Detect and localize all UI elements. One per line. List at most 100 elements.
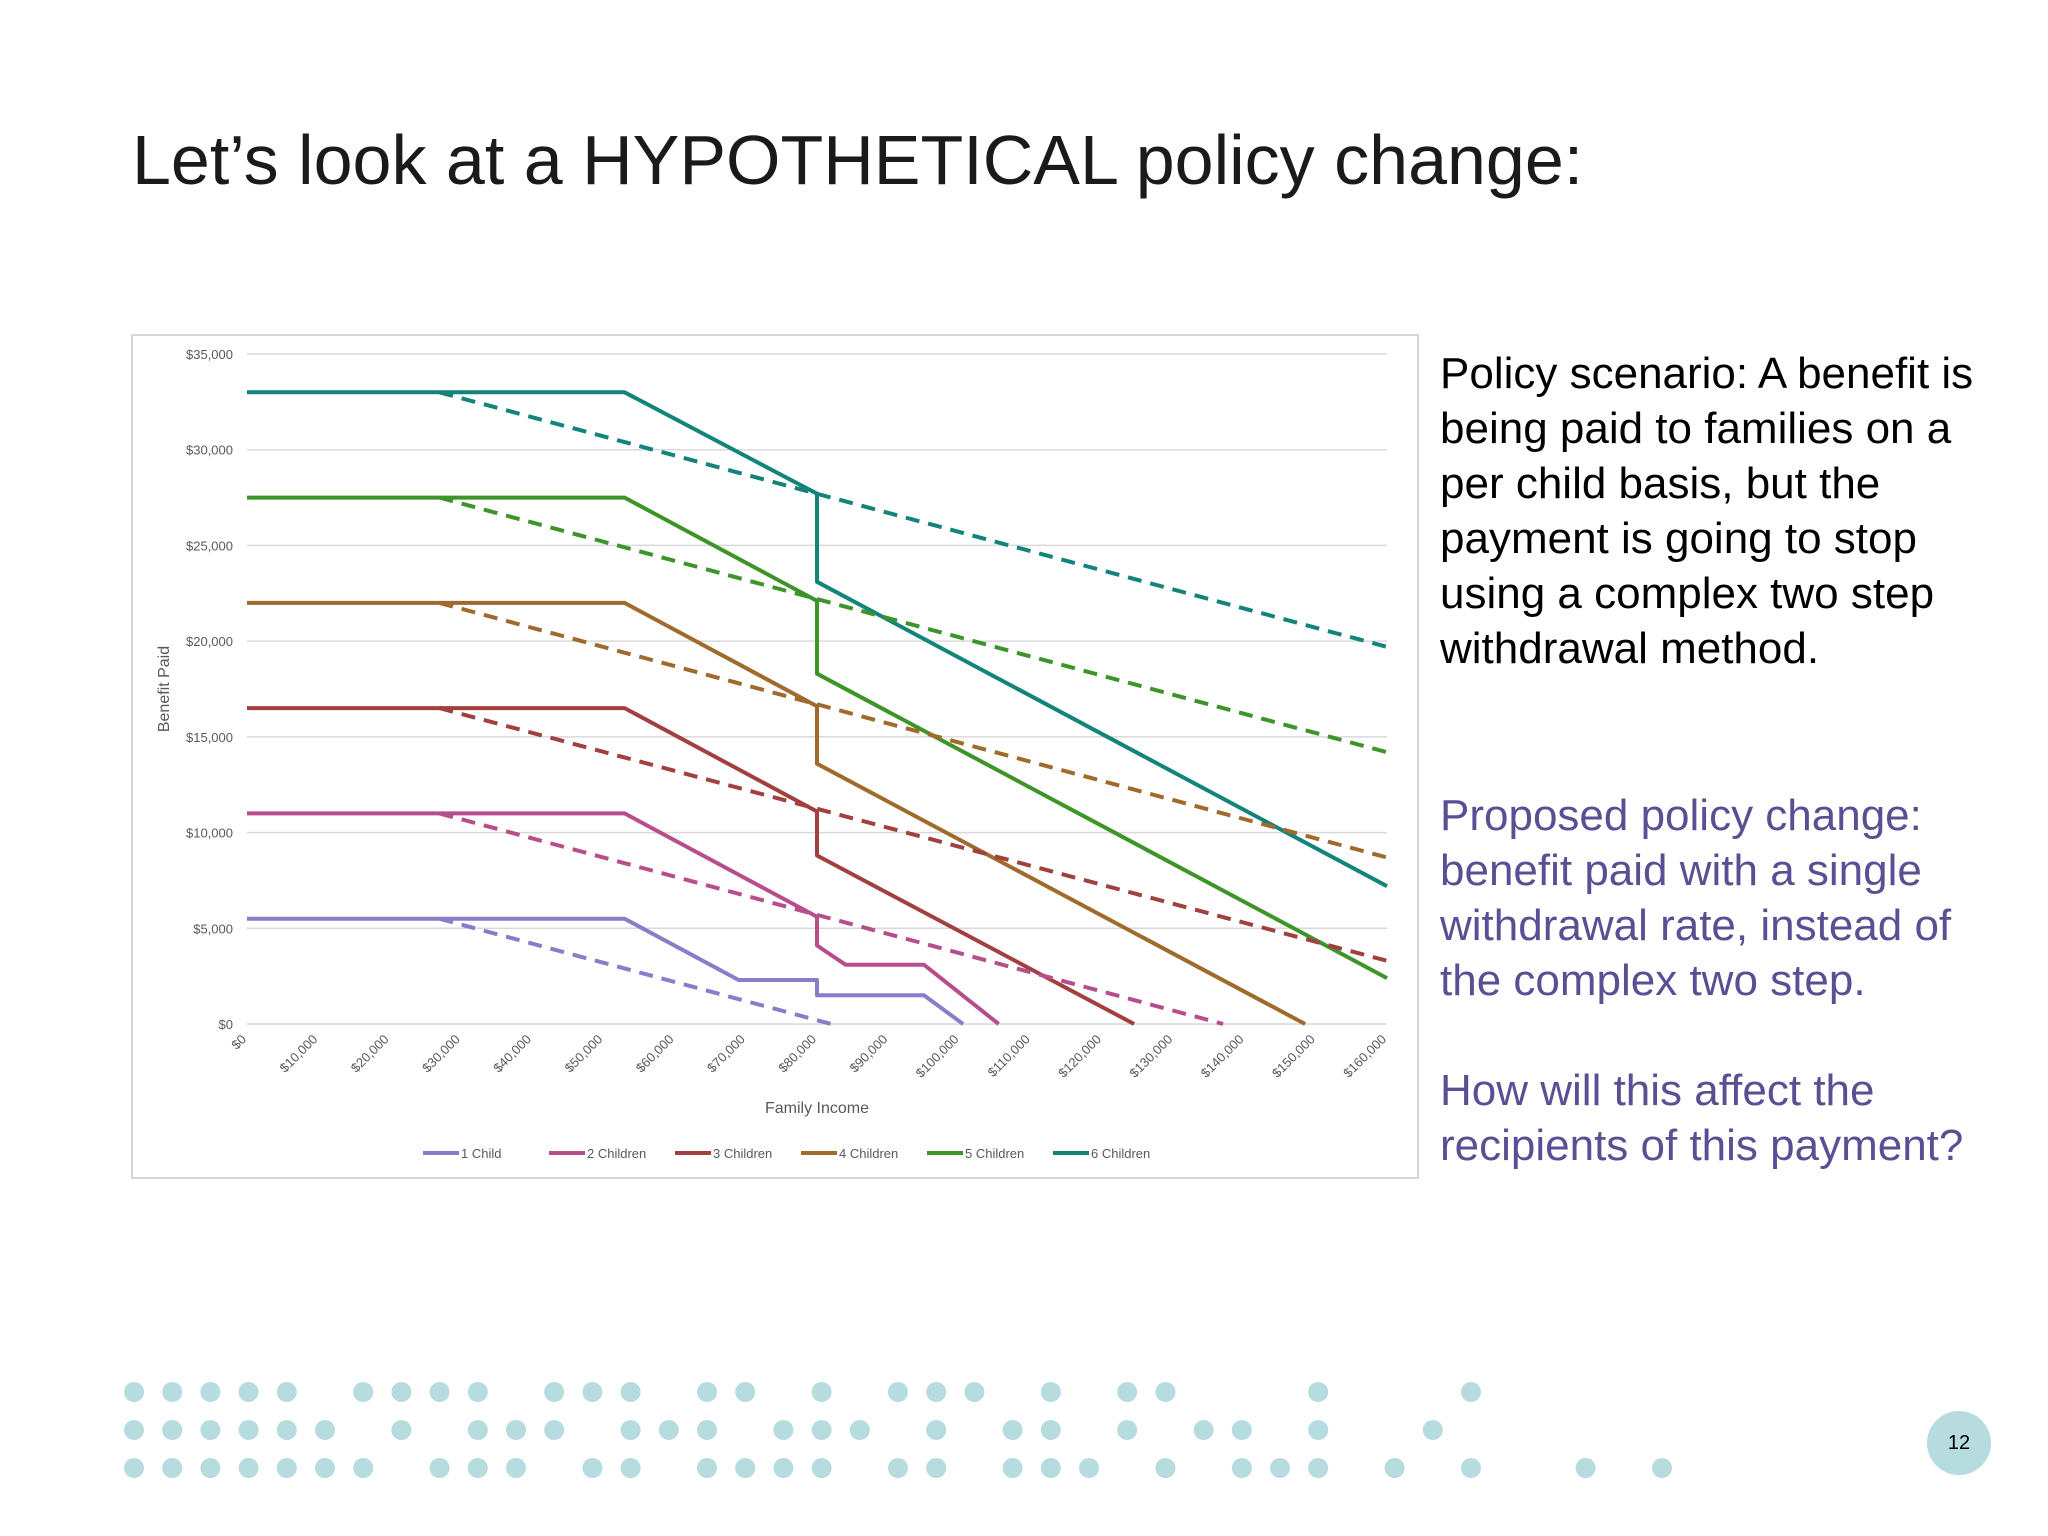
decorative-dot	[506, 1458, 526, 1478]
decorative-dot	[926, 1420, 947, 1440]
decorative-dot	[429, 1458, 450, 1478]
decorative-dot	[544, 1382, 565, 1402]
dashed-series-line	[438, 811, 1224, 1026]
decorative-dot	[811, 1382, 832, 1402]
decorative-dot	[544, 1420, 565, 1440]
decorative-dot	[353, 1458, 374, 1478]
decorative-dot	[582, 1458, 603, 1478]
decorative-dot	[697, 1420, 717, 1440]
legend-label: 3 Children	[713, 1146, 772, 1161]
decorative-dot	[620, 1420, 641, 1440]
decorative-dot	[811, 1458, 832, 1478]
decorative-dot	[1461, 1458, 1481, 1478]
question-text: How will this affect the recipients of t…	[1440, 1066, 1964, 1170]
decorative-dot	[276, 1420, 297, 1440]
series-line	[247, 706, 1136, 1026]
decorative-dot	[849, 1420, 870, 1440]
decorative-dot	[1117, 1420, 1138, 1440]
decorative-dot	[276, 1458, 297, 1478]
decorative-dot	[1117, 1382, 1138, 1402]
decorative-dot	[1040, 1458, 1061, 1478]
proposal-text: Proposed policy change: benefit paid wit…	[1440, 791, 1952, 1005]
decorative-dot	[1002, 1458, 1023, 1478]
decorative-dot	[238, 1458, 259, 1478]
dashed-series-line	[438, 390, 1388, 649]
decorative-dot	[1079, 1458, 1099, 1478]
decorative-dot	[773, 1458, 794, 1478]
decorative-dot	[964, 1382, 985, 1402]
decorative-dot	[200, 1458, 221, 1478]
chart-canvas: $0 $5,000 $10,000 $15,000 $20,000 $25,000 $30,…	[156, 347, 1389, 1161]
y-tick-label: $20,000	[186, 634, 233, 649]
decorative-dot	[391, 1382, 412, 1402]
decorative-dot	[735, 1382, 756, 1402]
decorative-dot	[315, 1420, 335, 1440]
decorative-dot	[124, 1420, 144, 1440]
decorative-dot	[1040, 1382, 1061, 1402]
decorative-dot	[1652, 1458, 1672, 1478]
decorative-dot	[124, 1458, 144, 1478]
y-tick-label: $10,000	[186, 826, 233, 841]
decorative-dot	[1155, 1382, 1176, 1402]
decorative-dot	[773, 1420, 794, 1440]
y-tick-label: $5,000	[193, 921, 233, 936]
decorative-dot	[1040, 1420, 1061, 1440]
decorative-dot	[620, 1458, 641, 1478]
series-line	[247, 811, 1000, 1026]
dashed-series-line	[438, 706, 1388, 963]
y-tick-label: $30,000	[186, 443, 233, 458]
decorative-dot	[1461, 1382, 1481, 1402]
legend-label: 4 Children	[839, 1146, 898, 1161]
decorative-dot	[1231, 1420, 1252, 1440]
decorative-dot	[697, 1382, 717, 1402]
decorative-dot	[1270, 1458, 1290, 1478]
decorative-dot	[1002, 1420, 1023, 1440]
decorative-dot	[1231, 1458, 1252, 1478]
decorative-dot	[1308, 1420, 1329, 1440]
decorative-dot	[124, 1382, 144, 1402]
decorative-dot	[811, 1420, 832, 1440]
slide-title: Let’s look at a HYPOTHETICAL policy chan…	[132, 121, 1584, 199]
decorative-dot	[162, 1420, 183, 1440]
decorative-dot	[467, 1458, 488, 1478]
decorative-dot	[162, 1458, 183, 1478]
dashed-series-line	[438, 495, 1388, 755]
benefit-chart: $0 $5,000 $10,000 $15,000 $20,000 $25,000 $30,…	[131, 334, 1419, 1179]
scenario-text: Policy scenario: A benefit is being paid…	[1440, 349, 1974, 673]
decorative-dot	[467, 1382, 488, 1402]
decorative-dot	[1308, 1458, 1329, 1478]
decorative-dot	[391, 1420, 412, 1440]
y-tick-label: $35,000	[186, 347, 233, 362]
decorative-dot	[1384, 1458, 1405, 1478]
decorative-dot	[1193, 1420, 1214, 1440]
y-tick-label: $0	[219, 1017, 233, 1032]
series-line	[247, 916, 965, 1026]
decorative-dot	[1155, 1458, 1176, 1478]
decorative-dot	[888, 1382, 908, 1402]
decorative-dot	[582, 1382, 603, 1402]
decorative-dot	[888, 1458, 908, 1478]
decorative-dot	[1308, 1382, 1329, 1402]
page-number-badge: 12	[1927, 1411, 1991, 1475]
decorative-dot	[200, 1382, 221, 1402]
legend-label: 5 Children	[965, 1146, 1024, 1161]
decorative-dot	[238, 1420, 259, 1440]
dashed-series-line	[438, 600, 1388, 860]
decorative-dot	[429, 1382, 450, 1402]
decorative-dot	[506, 1420, 526, 1440]
decorative-dot	[1422, 1420, 1443, 1440]
decorative-dot	[658, 1420, 679, 1440]
y-axis-title: Benefit Paid	[156, 646, 173, 732]
decorative-dot	[735, 1458, 756, 1478]
decorative-dot	[926, 1458, 947, 1478]
decorative-dot	[200, 1420, 221, 1440]
decorative-dot	[1575, 1458, 1596, 1478]
decorative-dot	[620, 1382, 641, 1402]
legend-label: 2 Children	[587, 1146, 646, 1161]
decorative-dot	[926, 1382, 947, 1402]
x-axis-title: Family Income	[765, 1100, 869, 1117]
decorative-dot	[276, 1382, 297, 1402]
y-tick-label: $25,000	[186, 538, 233, 553]
decorative-dot	[238, 1382, 259, 1402]
